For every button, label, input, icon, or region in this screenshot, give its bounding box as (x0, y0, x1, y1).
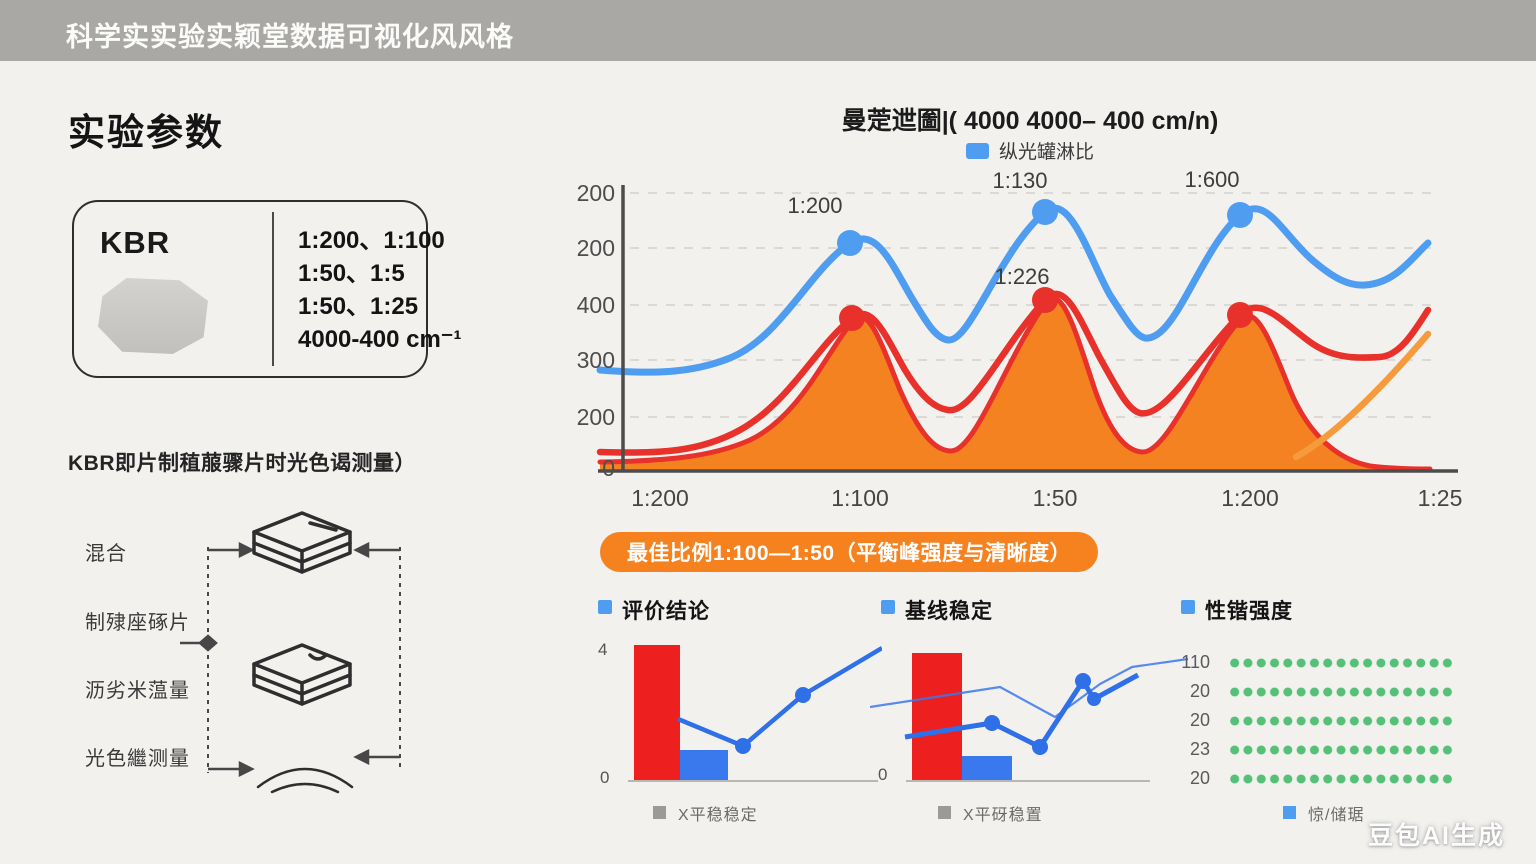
dot-matrix-row (1228, 774, 1454, 784)
thick-trend-line (904, 672, 1140, 750)
orange-stub-line (1292, 330, 1432, 461)
bullet-square-icon (598, 600, 612, 614)
x-axis-tick: 1:25 (1417, 485, 1463, 511)
blue-line-series (596, 204, 1432, 376)
mini-legend-swatch-icon (1283, 806, 1296, 819)
x-axis-tick: 1:50 (1032, 485, 1078, 511)
mini-legend-swatch-icon (938, 806, 951, 819)
mini-chart-title: 性锴强度 (1205, 600, 1293, 623)
legend-label: 纵光罐淋比 (998, 142, 1094, 163)
arrow-right-icon (238, 541, 255, 559)
arrow-left-icon (353, 748, 370, 766)
blue-peak-markers (837, 199, 1253, 256)
blue-trend-line (677, 646, 882, 749)
peak-label: 1:600 (1184, 167, 1240, 192)
mini-y-zero: 0 (600, 768, 610, 787)
header-bar (0, 0, 1536, 61)
kbr-parameter-card (72, 200, 428, 378)
flow-step-label: 制殔座硺片 (85, 612, 190, 634)
bullet-square-icon (1181, 600, 1195, 614)
trend-markers (984, 673, 1101, 755)
dot-matrix-row (1228, 687, 1454, 697)
x-axis-tick: 1:200 (631, 485, 689, 511)
dot-row-label: 20 (1189, 768, 1210, 788)
peak-label: 1:226 (994, 264, 1050, 289)
kbr-ratio-line: 1:200、1:100 (298, 227, 445, 254)
arrow-right-icon (238, 760, 255, 778)
chart-title: 曼萣迣圗|( 4000 4000– 400 cm/n) (841, 107, 1219, 135)
header-title: 科学实实验实颖堂数据可视化风风格 (66, 22, 514, 52)
x-axis-tick: 1:200 (1221, 485, 1279, 511)
method-subtitle: KBR即片制稙菔骤片时光色谒测量） (68, 452, 416, 475)
kbr-ratio-line: 4000-400 cm⁻¹ (298, 326, 462, 353)
dot-matrix-row (1228, 716, 1454, 726)
y-axis-tick: 400 (576, 292, 615, 318)
pellet-stack-icon (252, 511, 352, 574)
card-divider (272, 212, 274, 366)
flow-arrows (180, 541, 400, 778)
chart-legend: 纵光罐淋比 (620, 137, 1440, 164)
arrow-left-icon (353, 541, 370, 559)
mini-y-zero: 0 (878, 765, 888, 784)
mini-chart-title: 基线稳定 (905, 600, 993, 623)
trend-markers (735, 687, 811, 754)
flow-step-label: 混合 (85, 543, 127, 565)
ai-watermark: 豆包AI生成 (1368, 822, 1506, 850)
legend-color-swatch-icon (965, 142, 989, 159)
process-flow-diagram (180, 511, 401, 794)
axes (598, 185, 1458, 473)
thin-trend-line (870, 657, 1189, 719)
y-axis-tick: 200 (576, 235, 615, 261)
red-bar (912, 653, 962, 781)
dot-row-label: 20 (1189, 681, 1210, 701)
orange-area-series (600, 298, 1430, 470)
dot-matrix-row (1228, 658, 1454, 668)
spectrum-line-chart (596, 185, 1458, 473)
junction-diamond-icon (198, 634, 218, 652)
bullet-square-icon (881, 600, 895, 614)
y-axis-tick: 200 (576, 180, 615, 206)
red-peak-markers (839, 287, 1253, 331)
lens-icon (256, 767, 354, 794)
dot-matrix-row (1228, 745, 1454, 755)
y-axis-tick: 200 (576, 404, 615, 430)
dot-row-label: 23 (1189, 739, 1210, 759)
mini-legend-label: X平稳稳定 (678, 807, 758, 824)
blue-bar (680, 750, 728, 781)
y-axis-tick: 300 (576, 347, 615, 373)
peak-label: 1:200 (787, 193, 843, 218)
conclusion-banner: 最佳比例1:100—1:50（平衡峰强度与清晰度） (600, 532, 1098, 572)
mini-chart-title: 评价结论 (622, 600, 710, 623)
mini-legend-label: X平砑稳置 (963, 807, 1043, 824)
mini-legend-label: 惊/储琚 (1308, 807, 1365, 824)
kbr-ratio-list: 1:200、1:100 1:50、1:5 1:50、1:25 4000-400 … (298, 224, 462, 356)
peak-label: 1:130 (992, 168, 1048, 193)
blue-bar (962, 756, 1012, 781)
dot-row-label: 110 (1181, 652, 1210, 672)
mini-bar-line-chart-2 (870, 653, 1189, 782)
flow-dashed-rails (207, 547, 401, 773)
pellet-stack-icon (252, 643, 352, 706)
conclusion-banner-text: 最佳比例1:100—1:50（平衡峰强度与清晰度） (626, 542, 1072, 565)
kbr-ratio-line: 1:50、1:25 (298, 293, 419, 320)
kbr-label: KBR (100, 225, 171, 260)
mini-y-max: 4 (598, 640, 608, 659)
y-axis-tick: 0 (602, 455, 615, 481)
x-axis-tick: 1:100 (831, 485, 889, 511)
red-bar (634, 645, 680, 781)
flow-step-label: 沥劣米蕰量 (85, 680, 190, 702)
dot-row-label: 20 (1189, 710, 1210, 730)
mini-legend-swatch-icon (653, 806, 666, 819)
kbr-ratio-line: 1:50、1:5 (298, 260, 405, 287)
section-title: 实验参数 (68, 112, 224, 153)
flow-step-label: 光色繼测量 (85, 748, 190, 770)
kbr-sample-image (98, 278, 208, 354)
mini-bar-line-chart-1 (628, 645, 882, 782)
